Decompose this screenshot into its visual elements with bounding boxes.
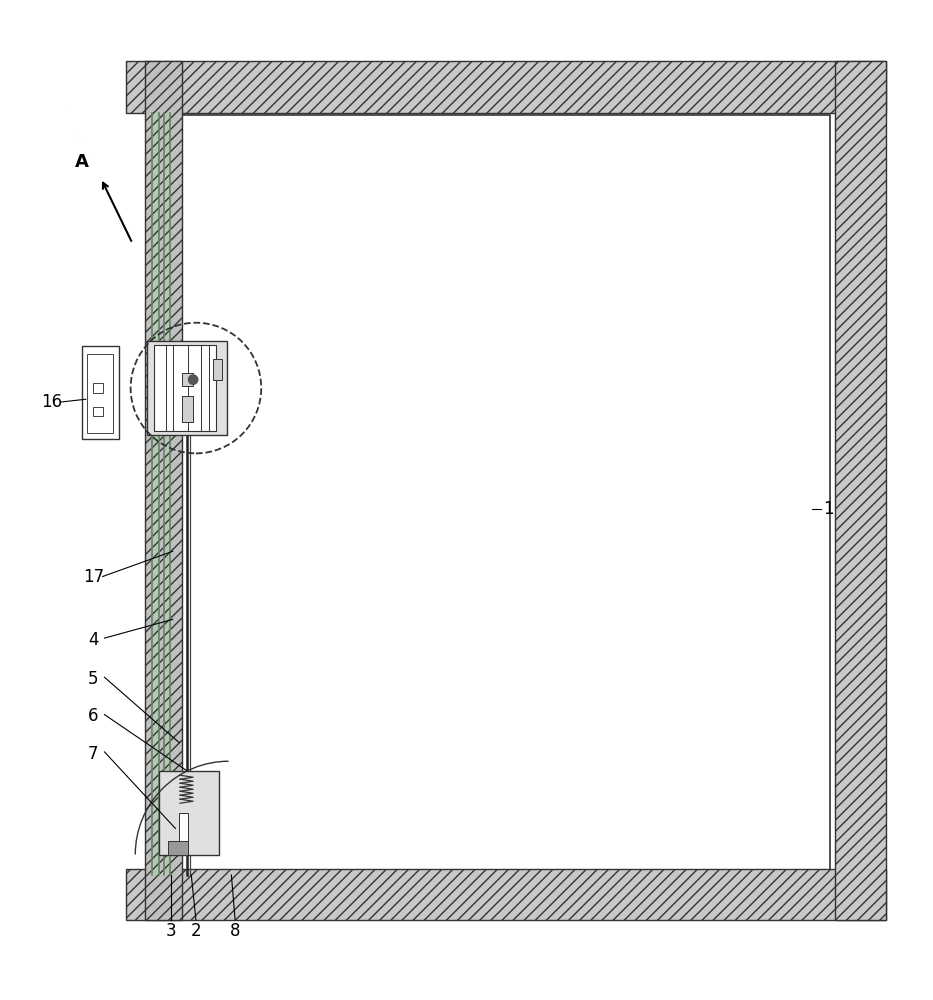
Bar — [182, 396, 193, 422]
Text: 2: 2 — [190, 922, 202, 940]
Bar — [126, 869, 886, 920]
Bar — [82, 346, 119, 439]
Bar — [213, 359, 222, 380]
Bar — [93, 383, 103, 393]
Text: 6: 6 — [88, 707, 99, 725]
Text: 17: 17 — [83, 568, 104, 586]
Bar — [126, 61, 886, 113]
Bar — [182, 115, 830, 875]
Text: 4: 4 — [88, 631, 99, 649]
Bar — [835, 61, 886, 920]
Bar — [159, 771, 219, 855]
Bar — [87, 354, 113, 433]
Bar — [145, 61, 182, 920]
Text: 16: 16 — [41, 393, 62, 411]
Bar — [182, 115, 830, 875]
Text: 8: 8 — [230, 922, 241, 940]
Text: 7: 7 — [88, 745, 99, 763]
Bar — [182, 373, 193, 386]
Text: 3: 3 — [165, 922, 176, 940]
Text: A: A — [76, 153, 89, 171]
Text: 1: 1 — [823, 500, 834, 518]
Bar — [179, 813, 188, 850]
Bar — [93, 407, 103, 416]
Bar — [154, 345, 216, 431]
Bar — [147, 341, 227, 435]
Bar — [168, 841, 188, 855]
Circle shape — [188, 375, 198, 384]
Text: 5: 5 — [88, 670, 99, 688]
